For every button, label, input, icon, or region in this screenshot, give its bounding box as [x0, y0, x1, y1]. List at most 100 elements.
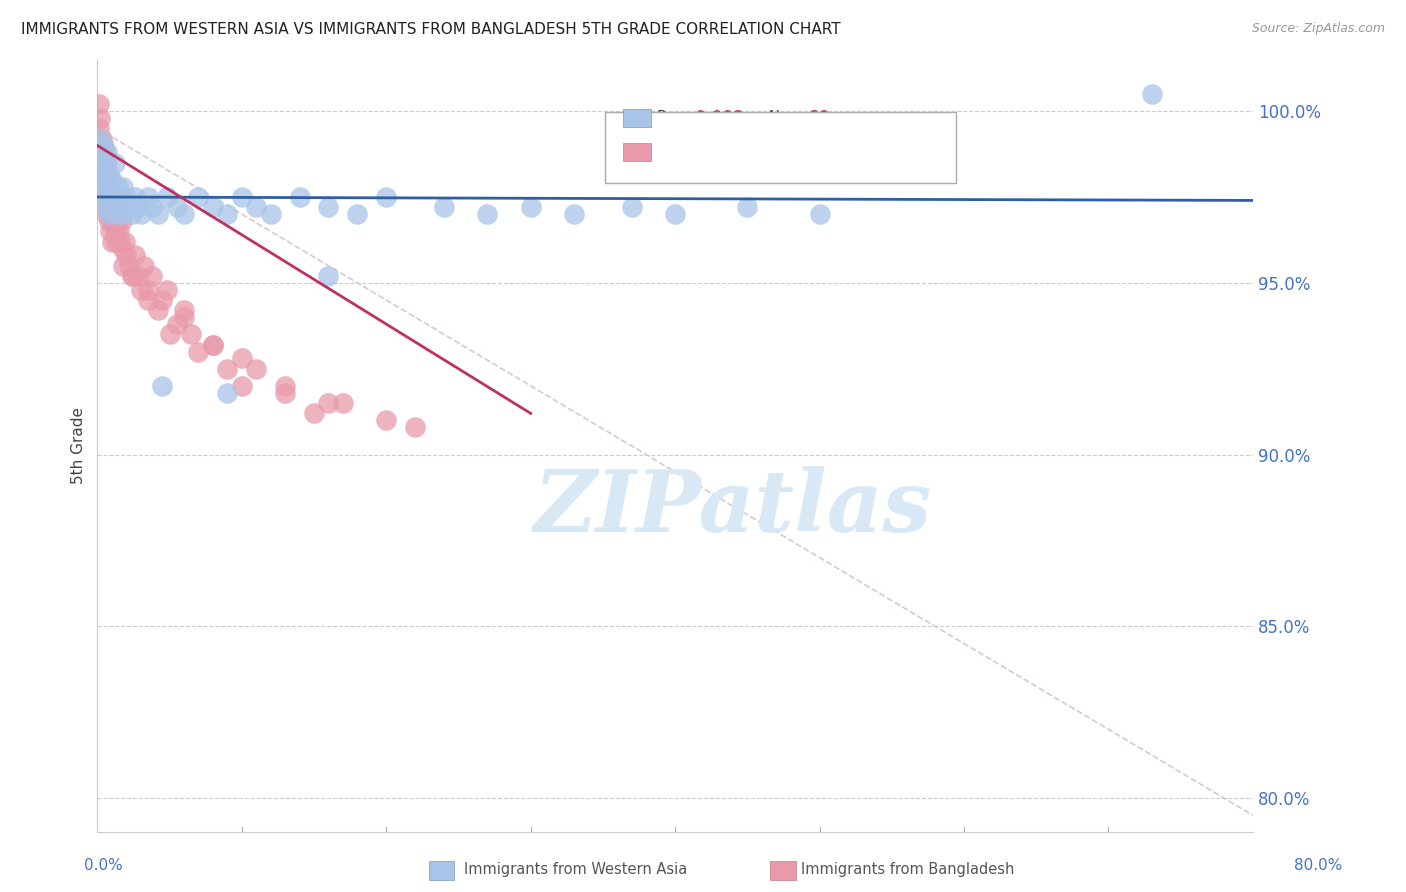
- Point: [166, 200, 188, 214]
- Text: -0.458: -0.458: [689, 145, 744, 159]
- Point: [97, 166, 120, 180]
- Point: [112, 259, 135, 273]
- Text: 0.0%: 0.0%: [84, 858, 124, 872]
- Text: R =: R =: [657, 145, 690, 159]
- Point: [318, 268, 340, 283]
- Point: [94, 200, 117, 214]
- Point: [104, 224, 127, 238]
- Point: [103, 200, 125, 214]
- Point: [274, 379, 297, 393]
- Point: [260, 207, 283, 221]
- Point: [217, 207, 239, 221]
- Point: [173, 207, 195, 221]
- Point: [346, 207, 368, 221]
- Point: [96, 145, 118, 160]
- Text: -0.008: -0.008: [689, 111, 744, 125]
- Point: [94, 200, 117, 214]
- Point: [93, 166, 115, 180]
- Point: [91, 166, 114, 180]
- Text: IMMIGRANTS FROM WESTERN ASIA VS IMMIGRANTS FROM BANGLADESH 5TH GRADE CORRELATION: IMMIGRANTS FROM WESTERN ASIA VS IMMIGRAN…: [21, 22, 841, 37]
- Point: [477, 207, 499, 221]
- Point: [118, 200, 141, 214]
- Point: [132, 259, 155, 273]
- Point: [519, 200, 541, 214]
- Point: [156, 190, 179, 204]
- Point: [89, 155, 111, 169]
- Point: [737, 200, 759, 214]
- Point: [96, 173, 118, 187]
- Text: ZIPatlas: ZIPatlas: [534, 467, 932, 549]
- Point: [103, 214, 125, 228]
- Point: [91, 138, 114, 153]
- Point: [156, 283, 179, 297]
- Point: [124, 190, 146, 204]
- Point: [93, 179, 115, 194]
- Point: [90, 190, 112, 204]
- Point: [136, 190, 159, 204]
- Point: [107, 179, 129, 194]
- Point: [90, 145, 112, 160]
- Point: [274, 385, 297, 400]
- Point: [111, 214, 134, 228]
- Point: [114, 235, 136, 249]
- Point: [105, 235, 128, 249]
- Point: [166, 317, 188, 331]
- Point: [93, 179, 115, 194]
- Point: [87, 97, 110, 112]
- Point: [124, 248, 146, 262]
- Point: [201, 337, 224, 351]
- Point: [231, 379, 253, 393]
- Point: [94, 207, 117, 221]
- Point: [217, 385, 239, 400]
- Point: [375, 413, 398, 427]
- Point: [620, 200, 643, 214]
- Text: Immigrants from Bangladesh: Immigrants from Bangladesh: [801, 863, 1015, 877]
- Point: [97, 179, 120, 194]
- Text: R =: R =: [657, 111, 690, 125]
- Point: [101, 235, 124, 249]
- Point: [93, 145, 115, 160]
- Point: [146, 303, 169, 318]
- Point: [127, 200, 149, 214]
- Text: 76: 76: [808, 145, 830, 159]
- Point: [187, 190, 209, 204]
- Point: [96, 200, 118, 214]
- Point: [91, 179, 114, 194]
- Point: [110, 190, 132, 204]
- Point: [288, 190, 311, 204]
- Point: [231, 351, 253, 366]
- Point: [89, 111, 111, 125]
- Point: [97, 200, 120, 214]
- Point: [104, 155, 127, 169]
- Point: [118, 259, 141, 273]
- Point: [89, 131, 111, 145]
- Point: [150, 379, 173, 393]
- Point: [129, 207, 152, 221]
- Point: [96, 190, 118, 204]
- Point: [146, 207, 169, 221]
- Point: [201, 200, 224, 214]
- Point: [93, 155, 115, 169]
- Point: [404, 420, 426, 434]
- Point: [129, 283, 152, 297]
- Point: [91, 138, 114, 153]
- Point: [433, 200, 456, 214]
- Point: [318, 200, 340, 214]
- Point: [159, 327, 181, 342]
- Text: 80.0%: 80.0%: [1295, 858, 1343, 872]
- Point: [97, 207, 120, 221]
- Point: [302, 406, 325, 420]
- Point: [87, 155, 110, 169]
- Point: [141, 268, 163, 283]
- Point: [90, 145, 112, 160]
- Point: [107, 214, 129, 228]
- Point: [136, 283, 159, 297]
- Point: [90, 173, 112, 187]
- Point: [245, 200, 267, 214]
- Point: [89, 138, 111, 153]
- Point: [91, 155, 114, 169]
- Point: [90, 166, 112, 180]
- Text: 60: 60: [808, 111, 830, 125]
- Point: [101, 173, 124, 187]
- Point: [98, 190, 121, 204]
